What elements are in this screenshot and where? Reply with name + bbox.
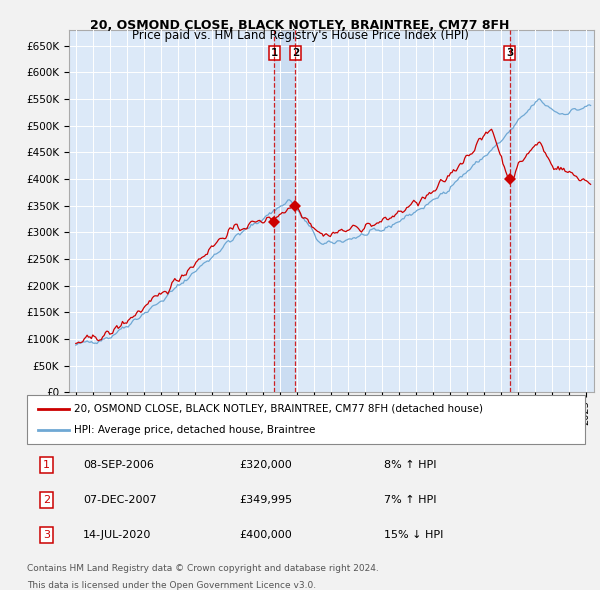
Text: HPI: Average price, detached house, Braintree: HPI: Average price, detached house, Brai… [74, 425, 316, 435]
Text: 14-JUL-2020: 14-JUL-2020 [83, 530, 151, 540]
Text: This data is licensed under the Open Government Licence v3.0.: This data is licensed under the Open Gov… [27, 582, 316, 590]
Text: Price paid vs. HM Land Registry's House Price Index (HPI): Price paid vs. HM Land Registry's House … [131, 30, 469, 42]
Text: 20, OSMOND CLOSE, BLACK NOTLEY, BRAINTREE, CM77 8FH: 20, OSMOND CLOSE, BLACK NOTLEY, BRAINTRE… [91, 19, 509, 32]
Text: 1: 1 [271, 48, 278, 58]
Bar [510, 30, 515, 392]
Text: 3: 3 [43, 530, 50, 540]
Text: 15% ↓ HPI: 15% ↓ HPI [384, 530, 443, 540]
Text: £400,000: £400,000 [239, 530, 292, 540]
Text: 2: 2 [43, 495, 50, 505]
Text: Contains HM Land Registry data © Crown copyright and database right 2024.: Contains HM Land Registry data © Crown c… [27, 564, 379, 573]
Text: 08-SEP-2006: 08-SEP-2006 [83, 460, 154, 470]
Text: £349,995: £349,995 [239, 495, 292, 505]
Text: 2: 2 [292, 48, 299, 58]
FancyBboxPatch shape [27, 395, 585, 444]
Text: 8% ↑ HPI: 8% ↑ HPI [384, 460, 437, 470]
Text: 3: 3 [506, 48, 514, 58]
Text: 07-DEC-2007: 07-DEC-2007 [83, 495, 157, 505]
Text: 7% ↑ HPI: 7% ↑ HPI [384, 495, 437, 505]
Bar [274, 30, 295, 392]
Text: 1: 1 [43, 460, 50, 470]
Text: 20, OSMOND CLOSE, BLACK NOTLEY, BRAINTREE, CM77 8FH (detached house): 20, OSMOND CLOSE, BLACK NOTLEY, BRAINTRE… [74, 404, 484, 414]
Text: £320,000: £320,000 [239, 460, 292, 470]
